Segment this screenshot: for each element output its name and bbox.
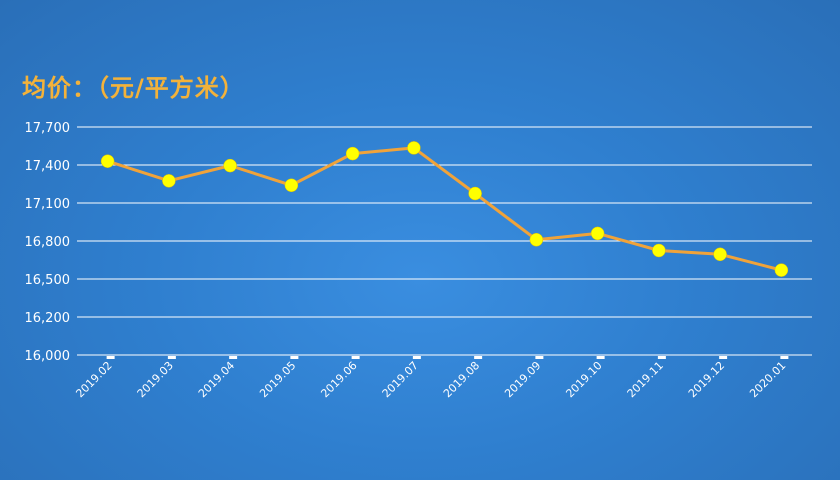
x-axis-ticks: 2019.02 2019.03 2019.04 2019.05 2019.06 2019.…: [73, 356, 788, 400]
data-point: [590, 226, 605, 241]
data-point: [774, 263, 789, 277]
x-tick-mark: [290, 356, 299, 359]
x-tick-label: 2019.06: [318, 359, 359, 400]
x-tick-mark: [780, 356, 789, 359]
y-tick-label: 16,000: [25, 349, 71, 364]
point-layer: [100, 141, 789, 277]
x-tick-label: 2019.08: [441, 359, 482, 400]
data-point: [713, 247, 727, 262]
x-tick-mark: [412, 356, 421, 359]
x-tick-label: 2019.11: [625, 359, 666, 400]
x-tick-label: 2019.04: [196, 359, 237, 400]
x-tick-mark: [351, 356, 360, 359]
x-tick-mark: [719, 356, 728, 359]
x-tick-mark: [229, 356, 238, 359]
x-tick-label: 2019.05: [257, 359, 298, 400]
x-tick-mark: [106, 356, 115, 359]
x-tick-mark: [167, 356, 176, 359]
y-tick-label: 16,500: [25, 273, 71, 288]
x-tick-label: 2020.01: [747, 359, 788, 400]
x-tick-label: 2019.09: [502, 359, 543, 400]
chart-title: 均价：（元/平方米）: [22, 74, 245, 102]
y-tick-label: 16,200: [25, 311, 71, 326]
data-point: [345, 146, 360, 161]
series-line: [107, 146, 782, 272]
y-axis-ticks: 16,000 16,200 16,500 16,800 17,100 17,400 17,7…: [25, 121, 71, 364]
data-point: [407, 141, 421, 155]
x-tick-label: 2019.07: [380, 359, 421, 400]
x-tick-mark: [535, 356, 544, 359]
data-point: [529, 232, 544, 247]
x-tick-label: 2019.02: [73, 359, 114, 400]
x-tick-label: 2019.03: [135, 359, 176, 400]
series-layer: [107, 146, 782, 272]
y-tick-label: 17,700: [25, 121, 71, 136]
data-point: [100, 154, 115, 168]
x-tick-mark: [474, 356, 483, 359]
grid-lines: [77, 126, 812, 356]
x-tick-mark: [596, 356, 605, 359]
x-tick-mark: [657, 356, 666, 359]
y-tick-label: 17,100: [25, 197, 71, 212]
data-point: [162, 174, 176, 188]
data-point: [284, 178, 299, 193]
x-tick-label: 2019.10: [563, 359, 604, 400]
y-tick-label: 17,400: [25, 159, 71, 174]
data-point: [652, 243, 666, 258]
data-point: [223, 158, 237, 173]
x-tick-label: 2019.12: [686, 359, 727, 400]
data-point: [468, 186, 482, 201]
y-tick-label: 16,800: [25, 235, 71, 250]
